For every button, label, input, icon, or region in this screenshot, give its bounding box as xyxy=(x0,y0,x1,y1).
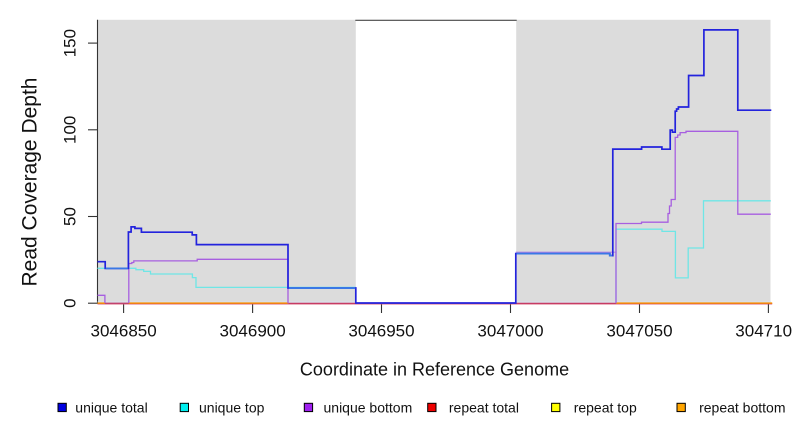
svg-text:unique top: unique top xyxy=(199,399,265,415)
svg-text:3046850: 3046850 xyxy=(91,322,157,341)
svg-text:unique total: unique total xyxy=(75,399,147,415)
svg-text:unique bottom: unique bottom xyxy=(324,399,413,415)
svg-text:100: 100 xyxy=(61,116,80,144)
svg-text:repeat top: repeat top xyxy=(574,399,637,415)
svg-text:3046950: 3046950 xyxy=(348,322,414,341)
svg-text:Read Coverage Depth: Read Coverage Depth xyxy=(19,78,42,287)
svg-text:Coordinate in Reference Genome: Coordinate in Reference Genome xyxy=(300,360,569,380)
svg-text:3047100: 3047100 xyxy=(735,322,792,341)
svg-text:50: 50 xyxy=(61,207,80,226)
svg-text:repeat total: repeat total xyxy=(449,399,519,415)
svg-text:150: 150 xyxy=(61,29,80,57)
svg-text:3047050: 3047050 xyxy=(606,322,672,341)
svg-text:repeat bottom: repeat bottom xyxy=(699,399,785,415)
svg-text:0: 0 xyxy=(61,298,80,307)
svg-text:3047000: 3047000 xyxy=(477,322,543,341)
svg-text:3046900: 3046900 xyxy=(220,322,286,341)
